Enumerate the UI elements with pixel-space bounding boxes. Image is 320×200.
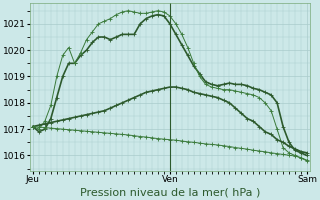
X-axis label: Pression niveau de la mer( hPa ): Pression niveau de la mer( hPa ) [80, 187, 260, 197]
